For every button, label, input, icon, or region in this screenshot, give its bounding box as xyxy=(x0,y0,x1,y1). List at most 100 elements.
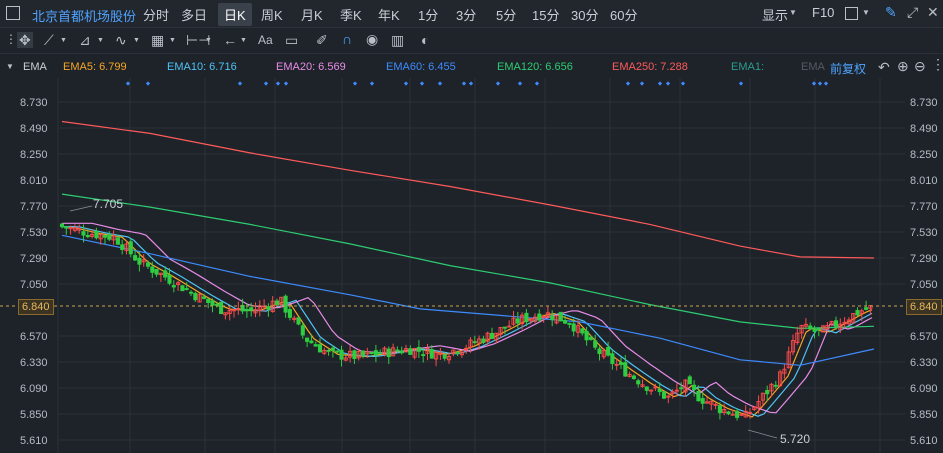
candle-body xyxy=(335,350,340,353)
wave-tool-icon[interactable]: ∿ xyxy=(115,32,127,48)
more-icon[interactable]: ⋮ xyxy=(931,56,943,72)
pen-icon[interactable]: ✎ xyxy=(885,4,897,20)
trash-icon[interactable]: ▥ xyxy=(391,32,405,48)
tab-weekly-k[interactable]: 周K xyxy=(261,8,283,23)
chevron-down-icon[interactable]: ▼ xyxy=(240,37,247,44)
candle-body xyxy=(726,411,731,415)
fullscreen-icon[interactable]: ⤢ xyxy=(907,4,919,20)
candle-body xyxy=(309,340,314,344)
candle-body xyxy=(674,389,679,392)
event-marker xyxy=(680,81,686,86)
chevron-down-icon[interactable]: ▼ xyxy=(97,37,104,44)
magnet-icon[interactable]: ∩ xyxy=(342,31,353,47)
current-price-tag-right: 6.840 xyxy=(906,299,942,315)
candle-body xyxy=(283,295,288,313)
tab-3min[interactable]: 3分 xyxy=(456,8,477,23)
arrow-left-icon[interactable]: ← xyxy=(223,32,237,48)
chevron-down-icon[interactable]: ▼ xyxy=(862,8,870,17)
tab-daily-k[interactable]: 日K xyxy=(218,3,252,26)
candle-body xyxy=(498,326,503,335)
drawing-toolbar: ⋮⋮ ✥ ⟋ ▼ ⊿ ▼ ∿ ▼ ▦ ▼ ⊢⊣ ▼ ← ▼ Aa ▭ ✐ ∩ ◉… xyxy=(0,28,943,54)
candle-body xyxy=(386,348,391,358)
candle-body xyxy=(545,312,550,318)
fibonacci-tool-icon[interactable]: ▦ xyxy=(151,32,165,48)
adjust-mode[interactable]: 前复权 xyxy=(830,62,867,76)
chevron-down-icon[interactable]: ▼ xyxy=(60,37,67,44)
chevron-down-icon[interactable]: ▼ xyxy=(133,37,140,44)
candle-body xyxy=(778,371,783,387)
chevron-down-icon[interactable]: ▼ xyxy=(789,8,797,17)
comment-icon[interactable]: ▭ xyxy=(285,32,299,48)
candle-body xyxy=(193,292,198,301)
toggle-icon[interactable]: ◐ xyxy=(421,32,430,48)
zoom-out-icon[interactable]: ⊖ xyxy=(914,58,926,74)
eraser-icon[interactable]: ✐ xyxy=(316,32,328,48)
tab-60min[interactable]: 60分 xyxy=(610,8,638,23)
event-marker xyxy=(823,81,829,86)
ema250-value: EMA250: 7.288 xyxy=(612,61,688,73)
indicator-name[interactable]: EMA xyxy=(23,61,47,73)
candle-body xyxy=(378,352,383,355)
tab-multiday[interactable]: 多日 xyxy=(181,8,208,23)
candle-body xyxy=(511,317,516,325)
chevron-down-icon[interactable]: ▼ xyxy=(169,37,176,44)
tab-timeshare[interactable]: 分时 xyxy=(143,8,170,23)
candle-body xyxy=(171,285,176,288)
candle-body xyxy=(128,241,133,255)
candle-body xyxy=(580,328,585,334)
candle-body xyxy=(769,383,774,392)
candle-body xyxy=(434,351,439,360)
checkbox-icon[interactable] xyxy=(845,7,858,20)
chevron-down-icon[interactable]: ▼ xyxy=(205,37,212,44)
tab-monthly-k[interactable]: 月K xyxy=(301,8,323,23)
y-tick-left: 6.330 xyxy=(20,357,48,369)
stock-name[interactable]: 北京首都机场股份 xyxy=(32,9,137,24)
y-tick-right: 6.330 xyxy=(910,357,938,369)
undo-icon[interactable]: ↶ xyxy=(878,59,890,75)
high-label-connector xyxy=(69,205,93,212)
range-tool-icon[interactable]: ⊢⊣ xyxy=(186,32,211,48)
candle-body xyxy=(833,320,839,327)
candle-body xyxy=(201,296,206,299)
candle-body xyxy=(421,354,426,357)
event-marker xyxy=(625,81,631,86)
candle-body xyxy=(670,391,675,395)
y-tick-left: 5.610 xyxy=(20,435,48,447)
window-icon[interactable] xyxy=(6,6,20,20)
candle-body xyxy=(842,321,847,325)
candle-body xyxy=(227,309,232,314)
candle-body xyxy=(412,348,417,358)
candle-body xyxy=(403,348,409,353)
chevron-down-icon[interactable]: ▼ xyxy=(6,62,14,71)
candle-body xyxy=(644,386,649,391)
candle-body xyxy=(692,384,697,390)
candle-body xyxy=(747,411,753,415)
eye-icon[interactable]: ◉ xyxy=(366,31,379,47)
tab-5min[interactable]: 5分 xyxy=(496,8,517,23)
display-menu[interactable]: 显示 xyxy=(762,8,789,23)
crosshair-icon[interactable]: ✥ xyxy=(17,32,33,48)
event-marker xyxy=(263,81,269,86)
tab-30min[interactable]: 30分 xyxy=(571,8,599,23)
candle-body xyxy=(795,332,800,344)
zoom-in-icon[interactable]: ⊕ xyxy=(897,58,909,74)
candle-body xyxy=(223,312,228,316)
f10-button[interactable]: F10 xyxy=(812,5,835,20)
channel-tool-icon[interactable]: ⊿ xyxy=(79,32,91,48)
candle-body xyxy=(107,234,112,240)
close-icon[interactable]: ✕ xyxy=(927,4,939,20)
line-tool-icon[interactable]: ⟋ xyxy=(44,32,54,48)
candlestick-chart[interactable]: 8.730 8.730 8.490 8.490 8.250 8.250 8.010 8.010… xyxy=(0,78,943,453)
y-tick-right: 7.290 xyxy=(910,253,938,265)
tab-15min[interactable]: 15分 xyxy=(532,8,560,23)
candle-body xyxy=(451,349,456,355)
text-tool-icon[interactable]: Aa xyxy=(258,33,273,47)
tab-yearly-k[interactable]: 年K xyxy=(378,8,400,23)
tab-1min[interactable]: 1分 xyxy=(418,8,439,23)
candle-body xyxy=(188,291,194,294)
candle-body xyxy=(803,323,808,327)
candle-body xyxy=(627,373,632,377)
candle-body xyxy=(683,379,688,393)
tab-quarterly-k[interactable]: 季K xyxy=(340,8,362,23)
candle-body xyxy=(618,362,624,365)
